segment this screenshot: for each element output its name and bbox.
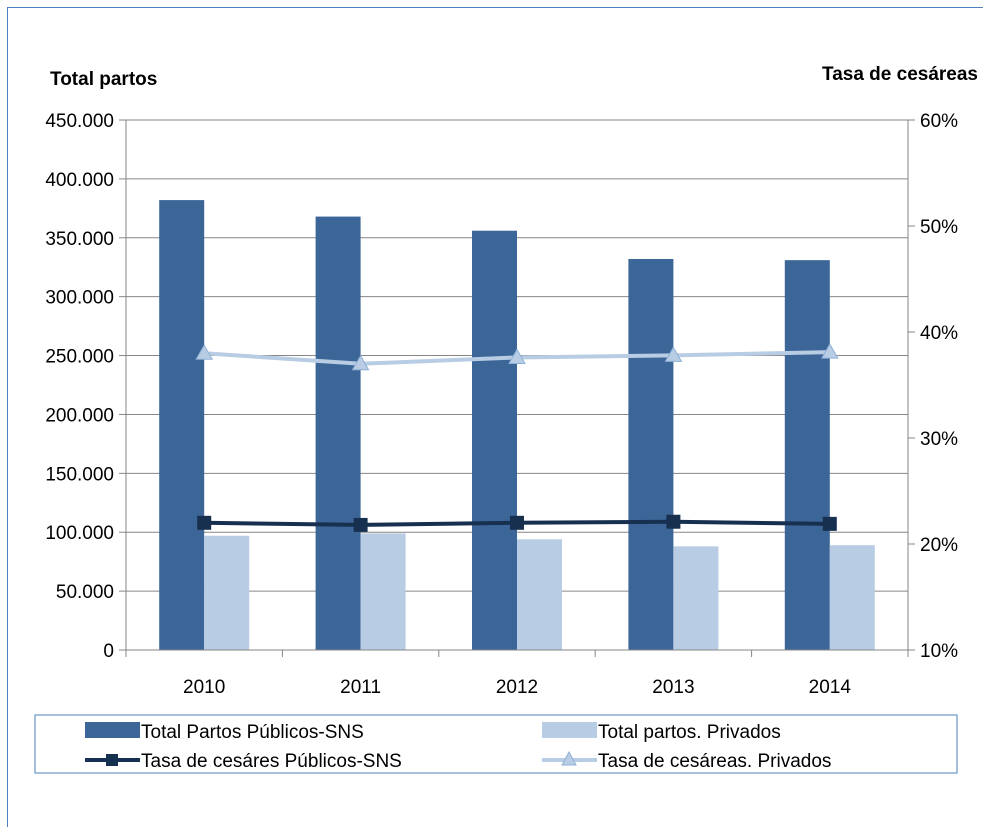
left-y-tick-label: 200.000 bbox=[45, 405, 114, 426]
marker-public-rate-2010 bbox=[197, 515, 212, 530]
marker-private-rate-2013 bbox=[664, 346, 683, 362]
right-y-tick-label: 20% bbox=[920, 535, 958, 556]
legend-label-private-rate: Tasa de cesáreas. Privados bbox=[598, 751, 831, 772]
lines bbox=[195, 343, 839, 532]
right-y-tick-label: 50% bbox=[920, 217, 958, 238]
marker-private-rate-2011 bbox=[351, 354, 370, 371]
left-y-tick-label: 350.000 bbox=[45, 229, 114, 250]
x-tick-label: 2013 bbox=[652, 677, 694, 698]
right-y-tick-label: 40% bbox=[920, 323, 958, 344]
marker-public-rate-2014 bbox=[822, 516, 837, 531]
bar-private-2014 bbox=[829, 545, 875, 650]
bar-private-2012 bbox=[517, 539, 562, 650]
legend-swatch-public-bars bbox=[85, 722, 140, 738]
marker-private-rate-2014 bbox=[820, 343, 839, 359]
left-y-tick-label: 100.000 bbox=[45, 523, 114, 544]
marker-public-rate-2013 bbox=[666, 514, 681, 529]
legend-swatch-private-bars bbox=[542, 722, 597, 738]
left-axis-title: Total partos bbox=[50, 69, 157, 90]
x-tick-label: 2012 bbox=[496, 677, 538, 698]
legend-marker-private-rate bbox=[561, 750, 577, 766]
marker-public-rate-2012 bbox=[510, 515, 524, 530]
y-tick-labels: 0 50.000 100.000 150.000 200.000 250.000 300.0… bbox=[45, 111, 958, 662]
legend-label-private-bars: Total partos. Privados bbox=[598, 722, 781, 743]
left-y-tick-label: 450.000 bbox=[45, 111, 114, 132]
bar-public-2011 bbox=[315, 216, 361, 651]
legend-label-public-rate: Tasa de cesáres Públicos-SNS bbox=[141, 751, 402, 772]
axes bbox=[119, 119, 915, 657]
bar-public-2014 bbox=[784, 260, 830, 650]
chart-frame bbox=[7, 7, 983, 827]
x-tick-label: 2011 bbox=[340, 677, 381, 698]
x-tick-labels: 2010 2011 2012 2013 2014 bbox=[183, 677, 851, 698]
x-tick-label: 2014 bbox=[809, 677, 852, 698]
legend: Total Partos Públicos-SNS Total partos. … bbox=[34, 714, 958, 774]
marker-private-rate-2010 bbox=[195, 344, 214, 360]
legend-label-public-bars: Total Partos Públicos-SNS bbox=[141, 722, 364, 743]
left-y-tick-label: 400.000 bbox=[45, 170, 114, 191]
marker-public-rate-2011 bbox=[353, 517, 368, 532]
bar-private-2010 bbox=[204, 535, 250, 650]
marker-private-rate-2012 bbox=[508, 348, 526, 364]
bar-public-2010 bbox=[159, 200, 205, 651]
bar-public-2013 bbox=[628, 258, 674, 650]
left-y-tick-label: 250.000 bbox=[45, 347, 114, 368]
bar-private-2011 bbox=[360, 533, 406, 650]
right-y-tick-label: 30% bbox=[920, 429, 958, 450]
left-y-tick-label: 50.000 bbox=[56, 582, 114, 603]
bar-public-2012 bbox=[472, 230, 517, 650]
bar-private-2013 bbox=[673, 546, 719, 650]
left-y-tick-label: 150.000 bbox=[45, 464, 114, 485]
right-y-tick-label: 60% bbox=[920, 111, 958, 132]
left-y-tick-label: 300.000 bbox=[45, 288, 114, 309]
legend-marker-public-rate bbox=[106, 754, 118, 766]
x-tick-label: 2010 bbox=[183, 677, 225, 698]
bars bbox=[159, 200, 875, 651]
right-y-tick-label: 10% bbox=[920, 641, 958, 662]
right-axis-title: Tasa de cesáreas bbox=[822, 64, 978, 85]
left-y-tick-label: 0 bbox=[103, 641, 114, 662]
legend-box bbox=[34, 714, 958, 774]
